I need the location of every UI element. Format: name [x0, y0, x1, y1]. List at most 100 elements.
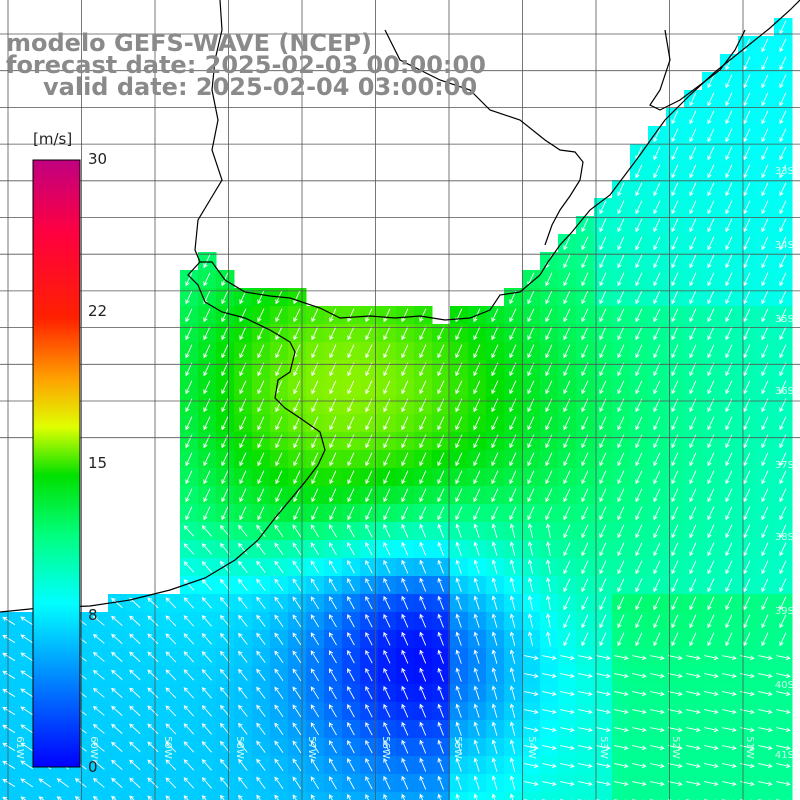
wind-arrow — [183, 777, 195, 789]
wind-arrow — [292, 740, 302, 754]
wind-arrow — [473, 416, 481, 431]
wind-arrow — [761, 308, 769, 323]
wind-cell — [702, 792, 721, 800]
wind-arrow — [509, 488, 517, 503]
wind-arrow — [743, 488, 751, 503]
wind-arrow — [707, 92, 715, 107]
wind-arrow — [238, 758, 248, 771]
wind-arrow — [707, 146, 715, 161]
wind-arrow — [617, 614, 625, 629]
wind-arrow — [524, 727, 539, 733]
wind-arrow — [581, 524, 589, 539]
wind-arrow — [129, 687, 141, 699]
wind-arrow — [274, 686, 284, 699]
wind-arrow — [328, 794, 334, 800]
wind-arrow — [686, 709, 701, 715]
wind-arrow — [183, 651, 195, 663]
wind-arrow — [238, 740, 248, 753]
wind-arrow — [779, 326, 787, 341]
wind-arrow — [347, 488, 355, 503]
wind-arrow — [401, 344, 409, 359]
wind-arrow — [238, 650, 248, 663]
wind-arrow — [185, 290, 193, 305]
wind-arrow — [347, 434, 355, 449]
wind-arrow — [632, 673, 647, 679]
wind-arrow — [221, 488, 229, 503]
wind-arrow — [689, 236, 697, 251]
wind-arrow — [20, 706, 34, 716]
wind-arrow — [725, 128, 733, 143]
wind-arrow — [347, 362, 355, 377]
wind-arrow — [92, 615, 105, 626]
wind-arrow — [758, 745, 773, 751]
wind-arrow — [545, 506, 553, 521]
wind-arrow — [455, 649, 462, 664]
wind-arrow — [147, 633, 159, 645]
wind-arrow — [383, 577, 391, 592]
wind-arrow — [347, 560, 355, 574]
wind-arrow — [328, 668, 337, 682]
wind-arrow — [401, 416, 409, 431]
wind-arrow — [383, 613, 391, 628]
wind-arrow — [545, 272, 553, 287]
wind-arrow — [545, 452, 553, 467]
wind-arrow — [185, 416, 193, 431]
wind-arrow — [419, 577, 427, 592]
wind-arrow — [419, 506, 427, 521]
wind-arrow — [2, 670, 16, 680]
wind-arrow — [401, 739, 409, 754]
wind-arrow — [274, 650, 284, 663]
lat-label: 34S — [774, 240, 794, 251]
wind-arrow — [545, 631, 551, 646]
wind-arrow — [111, 723, 123, 734]
wind-arrow — [473, 344, 481, 359]
wind-arrow — [704, 781, 719, 787]
wind-arrow — [653, 578, 661, 593]
wind-arrow — [185, 506, 193, 521]
wind-arrow — [311, 344, 319, 359]
wind-arrow — [689, 290, 697, 305]
wind-arrow — [581, 416, 589, 431]
wind-arrow — [560, 763, 575, 769]
wind-arrow — [293, 434, 301, 449]
wind-arrow — [111, 651, 123, 662]
wind-arrow — [527, 434, 535, 449]
wind-arrow — [383, 326, 391, 341]
wind-arrow — [201, 651, 212, 663]
wind-arrow — [292, 542, 302, 556]
wind-arrow — [201, 687, 212, 699]
wind-arrow — [545, 362, 553, 377]
wind-arrow — [221, 344, 229, 359]
wind-arrow — [455, 326, 463, 341]
wind-cell — [90, 792, 109, 800]
wind-arrow — [310, 794, 316, 800]
wind-arrow — [239, 506, 247, 521]
wind-arrow — [274, 596, 284, 609]
wind-arrow — [455, 470, 463, 485]
wind-arrow — [401, 595, 409, 610]
wind-arrow — [671, 578, 679, 593]
wind-arrow — [581, 380, 589, 395]
wind-cell — [288, 792, 307, 800]
wind-arrow — [129, 669, 141, 681]
wind-arrow — [632, 691, 647, 697]
wind-cell — [306, 792, 325, 800]
wind-arrow — [686, 781, 701, 787]
wind-arrow — [383, 541, 391, 556]
wind-arrow — [704, 745, 719, 751]
wind-arrow — [689, 92, 697, 107]
wind-arrow — [689, 488, 697, 503]
wind-arrow — [635, 290, 643, 305]
wind-arrow — [365, 452, 373, 467]
wind-arrow — [509, 434, 517, 449]
wind-arrow — [599, 470, 607, 485]
wind-arrow — [689, 200, 697, 215]
wind-arrow — [455, 506, 463, 521]
wind-arrow — [292, 758, 302, 772]
wind-arrow — [560, 745, 575, 751]
wind-arrow — [563, 236, 571, 251]
wind-arrow — [165, 795, 171, 800]
wind-arrow — [292, 560, 302, 574]
wind-arrow — [311, 308, 319, 323]
wind-arrow — [221, 326, 229, 341]
